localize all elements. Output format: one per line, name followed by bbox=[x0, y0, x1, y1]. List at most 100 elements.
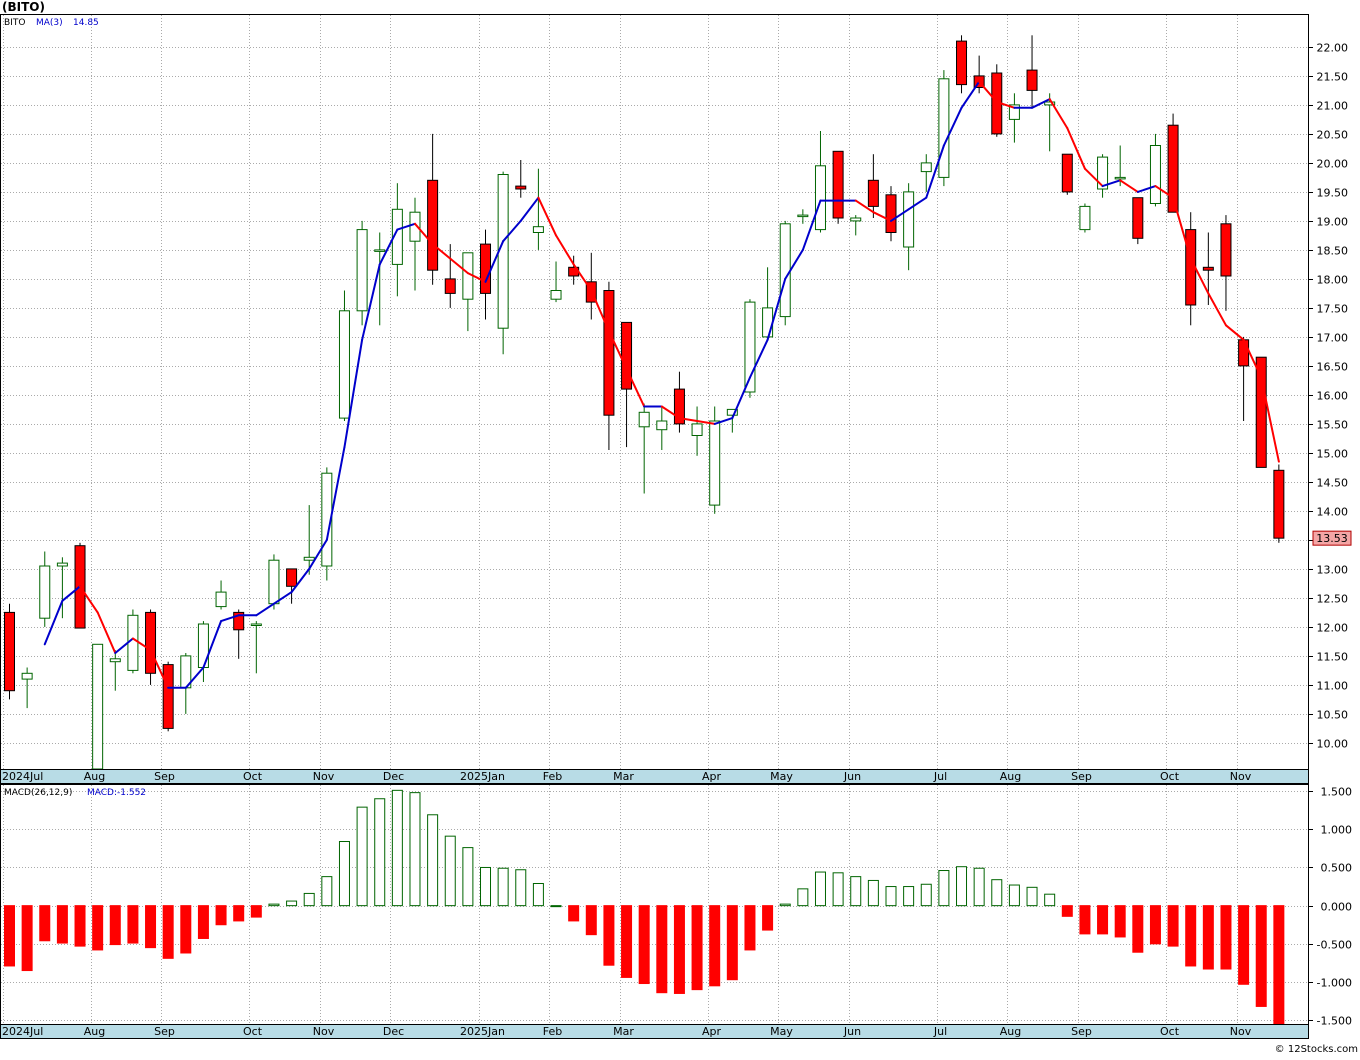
ma-segment bbox=[431, 243, 452, 260]
candle-body-down bbox=[1026, 69, 1038, 91]
ma-segment bbox=[484, 240, 505, 283]
ma-segment bbox=[466, 272, 487, 283]
ma-segment bbox=[114, 637, 134, 654]
x-axis-label: Nov bbox=[313, 770, 335, 783]
candle-body-up bbox=[374, 249, 386, 252]
macd-tick-label: 0.500 bbox=[1321, 862, 1353, 875]
macd-bar-positive bbox=[268, 903, 280, 907]
macd-bar-positive bbox=[497, 867, 509, 907]
macd-bar-negative bbox=[638, 905, 650, 985]
candle bbox=[145, 609, 157, 685]
macd-bar-positive bbox=[938, 870, 950, 907]
macd-bar-negative bbox=[744, 905, 756, 951]
macd-axis: -1.500 -1.000 -0.500 0.000 0.500 1.000 1.500 bbox=[1308, 786, 1352, 1028]
candle bbox=[338, 290, 350, 421]
candle-body-up bbox=[656, 420, 668, 431]
candle bbox=[21, 667, 33, 709]
macd-tick-label: 1.500 bbox=[1321, 786, 1353, 799]
candle bbox=[92, 643, 104, 771]
ma-segment bbox=[61, 585, 82, 602]
candle bbox=[1167, 113, 1179, 213]
candle-body-up bbox=[391, 208, 403, 265]
macd-tick-label: -1.000 bbox=[1317, 977, 1352, 990]
candle bbox=[215, 580, 227, 610]
macd-bar-positive bbox=[814, 871, 826, 907]
macd-bar-positive bbox=[515, 869, 527, 907]
price-tick-label: 15.00 bbox=[1317, 448, 1349, 461]
candle-body-up bbox=[92, 643, 104, 770]
price-tick-label: 15.50 bbox=[1317, 419, 1349, 432]
macd-bar-positive bbox=[956, 866, 968, 907]
x-axis-label: Feb bbox=[543, 1025, 562, 1038]
candle bbox=[427, 133, 439, 285]
ma-segment bbox=[149, 649, 170, 689]
x-axis-label: Jul bbox=[933, 770, 947, 783]
macd-bar-positive bbox=[338, 841, 350, 907]
price-tick-label: 20.00 bbox=[1317, 158, 1349, 171]
price-tick-label: 12.50 bbox=[1317, 593, 1349, 606]
macd-bar-positive bbox=[550, 905, 562, 908]
price-tick-label: 18.50 bbox=[1317, 245, 1349, 258]
candle-body-down bbox=[162, 664, 174, 729]
candle-body-down bbox=[233, 611, 245, 631]
candle bbox=[903, 183, 915, 271]
candle-body-down bbox=[4, 611, 15, 692]
x-axis-label: Jun bbox=[843, 770, 861, 783]
price-panel bbox=[0, 14, 1309, 770]
candle-body-up bbox=[814, 165, 826, 231]
macd-bar-positive bbox=[427, 814, 439, 907]
candle bbox=[832, 150, 844, 224]
candle-body-up bbox=[39, 565, 51, 619]
candle bbox=[691, 406, 703, 456]
candle-body-down bbox=[1255, 356, 1267, 468]
macd-tick-label: 0.000 bbox=[1321, 901, 1353, 914]
ma-segment bbox=[942, 106, 963, 147]
ma-segment bbox=[413, 222, 434, 246]
ma-segment bbox=[220, 614, 240, 623]
macd-bar-negative bbox=[1061, 905, 1073, 917]
price-tick-label: 12.00 bbox=[1317, 622, 1349, 635]
macd-bar-negative bbox=[691, 905, 703, 991]
macd-bar-negative bbox=[180, 905, 192, 954]
candle-body-up bbox=[726, 408, 738, 416]
x-axis-label: Nov bbox=[313, 1025, 335, 1038]
ma-segment bbox=[290, 567, 311, 594]
ma-segment bbox=[1119, 179, 1139, 193]
x-axis-label: Sep bbox=[1071, 1025, 1092, 1038]
macd-bar-negative bbox=[197, 905, 209, 939]
ma-segment bbox=[1189, 257, 1210, 295]
candle-body-down bbox=[621, 321, 633, 390]
candle-body-down bbox=[480, 243, 492, 294]
candle-body-up bbox=[215, 591, 227, 608]
candle bbox=[250, 621, 262, 674]
candle-body-up bbox=[56, 562, 68, 567]
candle-body-up bbox=[550, 290, 562, 300]
ma-segment bbox=[731, 376, 751, 420]
macd-panel bbox=[0, 784, 1309, 1025]
candle-body-up bbox=[903, 191, 915, 248]
ma-segment bbox=[784, 248, 804, 280]
macd-bar-negative bbox=[233, 905, 245, 922]
macd-bar-negative bbox=[603, 905, 615, 966]
candle bbox=[1008, 93, 1020, 143]
macd-bar-positive bbox=[1026, 886, 1038, 907]
candle bbox=[321, 467, 333, 581]
candle bbox=[286, 568, 298, 604]
x-axis-label: Dec bbox=[383, 770, 404, 783]
candle bbox=[850, 215, 862, 236]
candle-body-up bbox=[21, 672, 33, 680]
macd-bar-positive bbox=[920, 883, 932, 907]
macd-tick-label: -1.500 bbox=[1317, 1015, 1352, 1028]
candle bbox=[1097, 154, 1109, 198]
ma-segment bbox=[660, 405, 681, 420]
ma-segment bbox=[801, 199, 822, 251]
candle bbox=[673, 371, 685, 433]
ma-segment bbox=[1172, 196, 1192, 260]
ma-segment bbox=[502, 219, 522, 243]
candle-body-down bbox=[1167, 124, 1179, 213]
watermark: © 12Stocks.com bbox=[1275, 1044, 1358, 1055]
candle bbox=[374, 232, 386, 326]
macd-bar-negative bbox=[673, 905, 685, 994]
price-tick-label: 21.50 bbox=[1317, 71, 1349, 84]
candle bbox=[1026, 35, 1038, 108]
